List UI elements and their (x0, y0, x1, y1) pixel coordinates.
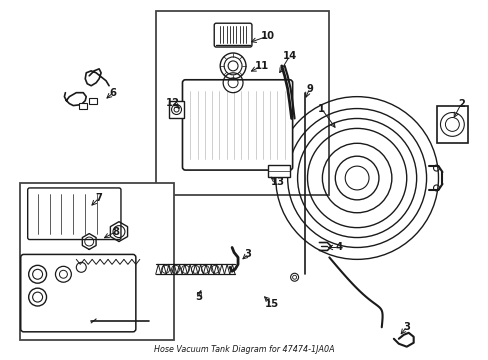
Text: 11: 11 (254, 61, 268, 71)
Bar (436, 105, 468, 143)
FancyBboxPatch shape (214, 23, 251, 47)
FancyBboxPatch shape (20, 255, 136, 332)
Text: 1: 1 (317, 104, 325, 113)
Text: 14: 14 (282, 51, 296, 61)
Text: 10: 10 (260, 31, 274, 41)
Text: 8: 8 (112, 226, 119, 237)
Text: 15: 15 (264, 299, 278, 309)
FancyBboxPatch shape (182, 80, 292, 170)
Text: 3: 3 (244, 249, 251, 260)
Text: 9: 9 (305, 84, 312, 94)
Bar (267, 165, 289, 177)
Text: 3: 3 (403, 322, 409, 332)
Text: 13: 13 (270, 177, 284, 187)
Text: 4: 4 (335, 243, 342, 252)
Text: 12: 12 (165, 98, 179, 108)
Bar (79, 103, 87, 109)
Bar (89, 98, 97, 104)
FancyBboxPatch shape (28, 188, 121, 239)
Text: 6: 6 (109, 88, 116, 98)
Bar (20, 183, 173, 340)
Text: 5: 5 (194, 292, 202, 302)
Bar (168, 100, 184, 118)
Text: 7: 7 (96, 193, 102, 203)
Text: 2: 2 (457, 99, 464, 109)
Text: Hose Vacuum Tank Diagram for 47474-1JA0A: Hose Vacuum Tank Diagram for 47474-1JA0A (153, 345, 334, 354)
Bar (155, 11, 328, 195)
